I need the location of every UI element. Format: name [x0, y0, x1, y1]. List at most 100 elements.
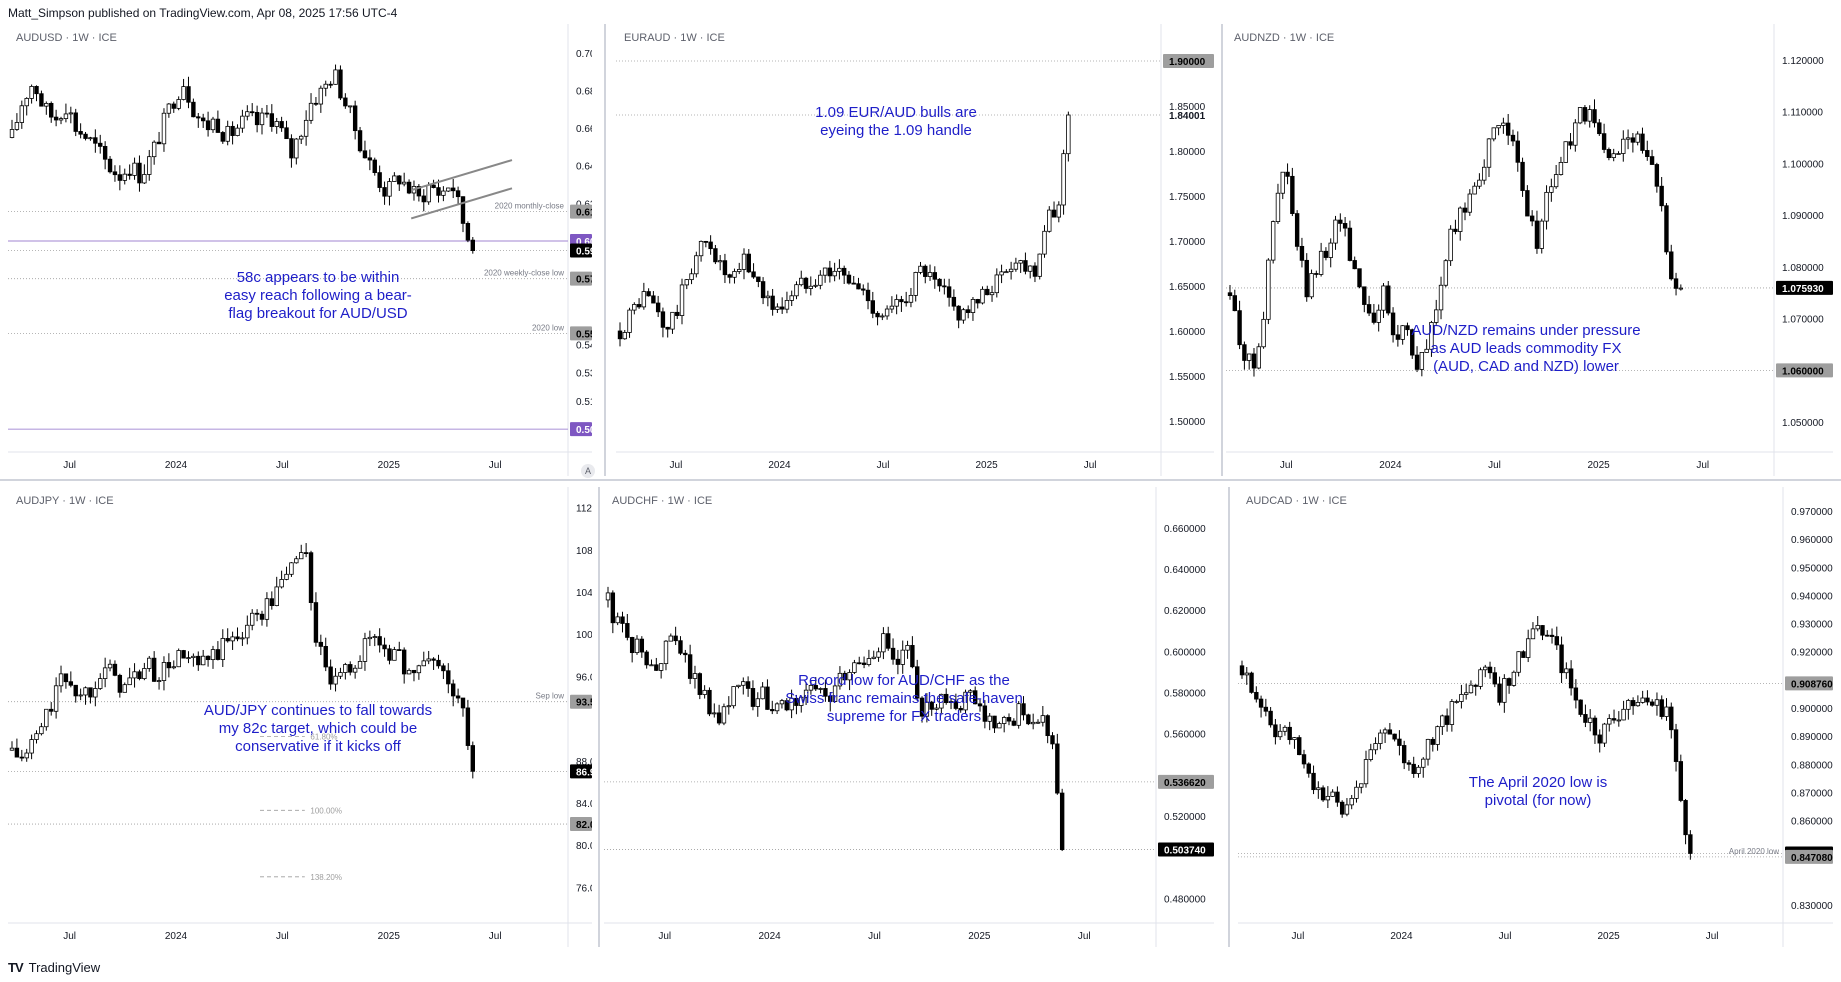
chart-svg[interactable]: 112.000 108.000 104.000 100.000 96.000 88.000… [8, 487, 592, 947]
level-label: 0.55093 [576, 329, 592, 340]
candle [308, 93, 314, 124]
candle [871, 650, 876, 660]
candle [1463, 683, 1469, 700]
candle [713, 244, 718, 265]
panel-divider[interactable] [1228, 487, 1230, 947]
candle [992, 715, 997, 733]
annotation-line: easy reach following a bear- [224, 287, 412, 304]
audnzd-chart-panel[interactable]: AUDNZD · 1W · ICE 1.120000 1.110000 1.1000… [1226, 24, 1833, 476]
candle [401, 647, 407, 684]
candle [245, 615, 250, 645]
chart-svg[interactable]: 1.120000 1.110000 1.100000 1.090000 1.080000… [1226, 24, 1833, 476]
panel-divider[interactable] [598, 487, 600, 947]
candle [318, 85, 324, 113]
candle [632, 302, 637, 315]
y-tick-label: 0.620000 [1164, 606, 1206, 617]
audjpy-chart-panel[interactable]: AUDJPY · 1W · ICE 112.000108.000104.0001… [8, 487, 592, 947]
candle [1258, 695, 1264, 718]
level-note: 2020 low [532, 323, 564, 332]
candle [927, 264, 933, 281]
panel-divider[interactable] [0, 479, 1841, 481]
candle [1378, 729, 1383, 750]
candle [220, 629, 225, 667]
candle [1549, 628, 1555, 644]
candle [323, 80, 328, 97]
candle [1280, 171, 1285, 200]
candle [1630, 697, 1636, 715]
y-tick-label: 1.120000 [1782, 56, 1824, 67]
candle [794, 281, 799, 300]
y-tick-label: 0.70000 [576, 49, 592, 60]
audcad-chart-panel[interactable]: AUDCAD · 1W · ICE 0.970000 0.960000 0.9500… [1238, 487, 1833, 947]
auto-scale-button[interactable]: A [581, 464, 595, 478]
candle [1502, 674, 1507, 713]
candle [1266, 258, 1271, 325]
candle [684, 278, 689, 290]
candle [965, 305, 971, 319]
candle [1486, 138, 1492, 177]
candle [382, 637, 387, 657]
candle [726, 696, 731, 715]
chart-svg[interactable]: 0.970000 0.960000 0.950000 0.940000 0.930000… [1238, 487, 1833, 947]
panel-divider[interactable] [604, 24, 606, 476]
audusd-chart-panel[interactable]: AUDUSD · 1W · ICE 0.70000 0.68000 0.66000 0… [8, 24, 592, 476]
candle [39, 722, 44, 736]
candle [1386, 280, 1391, 316]
candle [923, 264, 928, 284]
x-tick-label: 2025 [378, 460, 401, 471]
y-tick-label: 80.000 [576, 841, 592, 852]
candle [107, 659, 113, 672]
y-tick-label: 0.920000 [1791, 648, 1833, 659]
chart-svg[interactable]: 0.660000 0.640000 0.620000 0.600000 0.580000… [604, 487, 1214, 947]
x-tick-label: Jul [877, 460, 890, 471]
candle [692, 665, 698, 689]
chart-svg[interactable]: 0.700000.680000.660000.640000.620000.545… [8, 24, 592, 476]
x-tick-label: Jul [489, 931, 502, 942]
y-tick-label: 0.870000 [1791, 788, 1833, 799]
candle [88, 687, 93, 704]
candle [1263, 698, 1269, 717]
candle [1487, 661, 1493, 679]
candle [615, 612, 620, 626]
candle [176, 96, 181, 111]
chart-svg[interactable]: 1.85000 1.80000 1.75000 1.70000 1.65000 1.600… [616, 24, 1214, 476]
panel-divider[interactable] [1221, 24, 1223, 476]
candle [915, 659, 920, 701]
candle [1515, 131, 1520, 172]
candle [803, 276, 809, 294]
audchf-chart-panel[interactable]: AUDCHF · 1W · ICE 0.660000 0.640000 0.6200… [604, 487, 1214, 947]
candle [678, 636, 683, 656]
y-tick-label: 0.940000 [1791, 591, 1833, 602]
candle [196, 112, 201, 128]
candle [1473, 684, 1478, 696]
candle [1254, 686, 1259, 703]
candle [205, 111, 211, 137]
level-label: 0.59496 [576, 246, 592, 257]
candle [770, 700, 775, 715]
candle [63, 103, 69, 123]
candle [1534, 210, 1540, 254]
candle [1309, 269, 1314, 300]
level-label-box [1785, 676, 1833, 691]
candle [1362, 286, 1367, 313]
candle [151, 651, 157, 682]
candle [348, 105, 353, 114]
candle [269, 591, 275, 610]
candle [147, 149, 152, 181]
candle [924, 693, 930, 723]
candle [1333, 215, 1338, 250]
candle [1454, 699, 1459, 704]
candle [946, 278, 952, 307]
candle [736, 684, 741, 689]
candle [1387, 722, 1393, 735]
candle [1400, 325, 1405, 345]
candle [1558, 156, 1564, 176]
candle [1664, 203, 1669, 255]
chart-title: AUDCAD · 1W · ICE [1246, 495, 1347, 507]
candle [83, 131, 88, 141]
candle [1468, 680, 1474, 694]
euraud-chart-panel[interactable]: EURAUD · 1W · ICE 1.85000 1.80000 1.75000 1… [616, 24, 1214, 476]
level-label-box [570, 694, 592, 709]
candle [1505, 113, 1511, 145]
candle [895, 649, 901, 675]
